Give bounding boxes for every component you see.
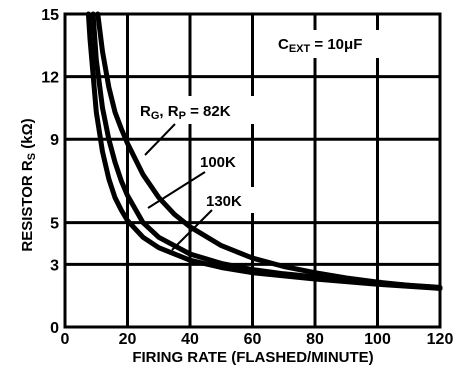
leader-82k (144, 123, 176, 156)
cext-annotation-text: CEXT = 10μF (278, 36, 362, 55)
x-tick-label: 0 (61, 331, 70, 348)
x-tick-label: 60 (244, 331, 262, 348)
series-line-2 (85, 11, 443, 291)
y-axis-label-unit: (kΩ) (19, 118, 36, 153)
label-82k-sub-g: G (151, 110, 160, 122)
leader-100k (147, 171, 206, 209)
series-label-130k: 130K (201, 187, 257, 213)
label-82k-mid: , R (159, 103, 178, 120)
cext-annotation-bg (272, 30, 422, 58)
x-tick-label: 100 (364, 331, 391, 348)
plot-frame (63, 12, 442, 329)
x-tick-label: 40 (181, 331, 199, 348)
x-axis-label: FIRING RATE (FLASHED/MINUTE) (132, 349, 373, 366)
series-label-100k-text: 100K (200, 154, 236, 171)
series-label-130k-bg (201, 187, 257, 213)
tick-labels: 0 20 40 60 80 100 120 0 3 5 9 12 15 (41, 7, 453, 348)
y-axis-label: RESISTOR RS (kΩ) (19, 118, 38, 251)
y-tick-label: 9 (50, 132, 59, 149)
leader-130k (171, 209, 213, 251)
cext-annotation: CEXT = 10μF (272, 30, 422, 58)
label-82k-sub-p: P (179, 110, 186, 122)
series-label-82k: RG, RP = 82K (133, 96, 263, 124)
y-tick-label: 3 (50, 257, 59, 274)
x-tick-label: 120 (427, 331, 454, 348)
series-label-82k-text: RG, RP = 82K (140, 103, 231, 122)
cext-main: C (278, 36, 289, 53)
series-label-100k: 100K (196, 148, 248, 174)
series-group (85, 11, 443, 291)
series-label-130k-text: 130K (206, 193, 242, 210)
series-label-100k-bg (196, 148, 248, 174)
x-tick-label: 80 (306, 331, 324, 348)
label-82k-end: = 82K (186, 103, 231, 120)
x-tick-label: 20 (119, 331, 137, 348)
y-tick-label: 15 (41, 7, 59, 24)
series-label-82k-bg (133, 96, 263, 124)
y-tick-label: 12 (41, 70, 59, 87)
y-axis-label-main: RESISTOR R (19, 160, 36, 252)
label-82k-r1: R (140, 103, 151, 120)
y-tick-label: 0 (50, 320, 59, 337)
y-tick-label: 5 (50, 216, 59, 233)
y-axis-label-sub: S (26, 153, 38, 160)
cext-rest: = 10μF (310, 36, 362, 53)
cext-sub: EXT (289, 43, 311, 55)
